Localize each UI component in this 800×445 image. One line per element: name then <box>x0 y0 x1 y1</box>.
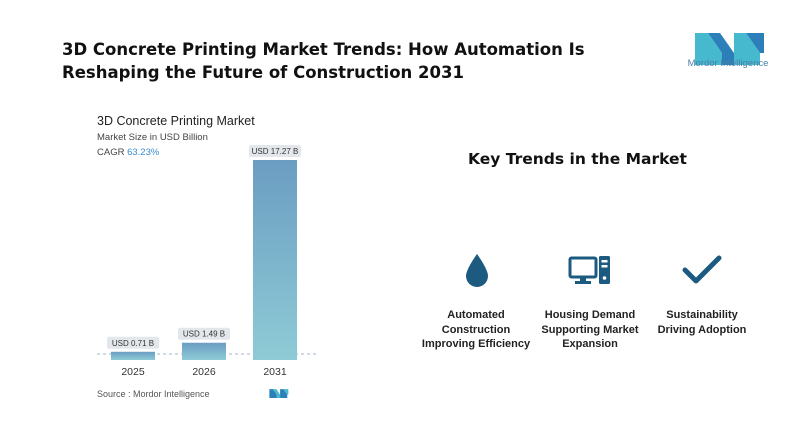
cagr-value: 63.23% <box>127 147 160 158</box>
trend-label-sustainability: Sustainability Driving Adoption <box>657 309 747 336</box>
data-label-bg-2026 <box>178 327 230 340</box>
trend-label-automation: Automated Construction Improving Efficie… <box>421 309 531 350</box>
chart-source: Source : Mordor Intelligence <box>97 389 210 399</box>
data-label-bg-2025 <box>107 336 159 349</box>
computer-icon <box>568 256 610 284</box>
x-tick-2031: 2031 <box>263 366 287 378</box>
trend-label-housing: Housing Demand Supporting Market Expansi… <box>541 309 639 350</box>
bar-2026 <box>182 342 226 360</box>
data-label-bg-2031 <box>249 145 301 157</box>
checkmark-icon <box>682 255 722 284</box>
chart-title: 3D Concrete Printing Market <box>97 114 255 128</box>
bar-2031 <box>253 160 297 360</box>
logo-text: Mordor Intelligence <box>687 58 769 69</box>
data-label-2031: USD 17.27 B <box>252 147 299 156</box>
bar-2025 <box>111 351 155 360</box>
page-title: 3D Concrete Printing Market Trends: How … <box>62 40 585 82</box>
mordor-logo-icon <box>695 33 764 65</box>
mordor-small-logo-icon <box>269 389 289 398</box>
x-tick-2026: 2026 <box>192 366 216 378</box>
x-tick-2025: 2025 <box>121 366 145 378</box>
trends-title: Key Trends in the Market <box>468 150 687 168</box>
water-drop-icon <box>466 254 488 287</box>
cagr-label: CAGR <box>97 147 125 158</box>
chart-cagr: CAGR 63.23% <box>97 147 159 158</box>
data-label-2026: USD 1.49 B <box>183 330 225 339</box>
data-label-2025: USD 0.71 B <box>112 339 154 348</box>
chart-subtitle: Market Size in USD Billion <box>97 132 208 143</box>
